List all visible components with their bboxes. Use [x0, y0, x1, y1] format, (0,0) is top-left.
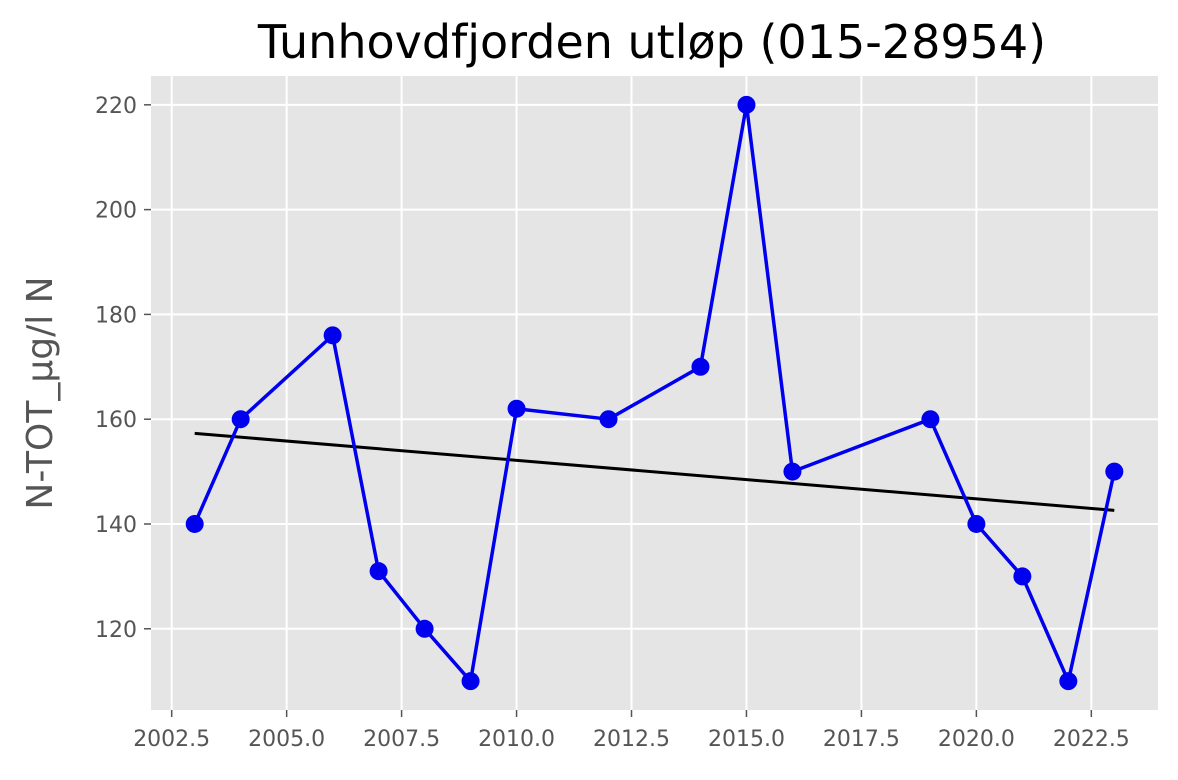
y-tick-label: 140 [95, 513, 137, 538]
x-tick-label: 2015.0 [708, 727, 785, 752]
chart-title: Tunhovdfjorden utløp (015-28954) [257, 15, 1046, 69]
data-point [921, 410, 940, 429]
trendline [194, 431, 1115, 512]
data-point [415, 619, 434, 638]
y-tick-label: 200 [95, 199, 137, 224]
data-point [231, 410, 250, 429]
data-point [967, 514, 986, 533]
series-layer [185, 95, 1124, 691]
x-tick-label: 2020.0 [938, 727, 1015, 752]
y-tick-label: 160 [95, 408, 137, 433]
data-point [1013, 567, 1032, 586]
data-point [507, 399, 526, 418]
x-tick-label: 2010.0 [478, 727, 555, 752]
trendline-layer [194, 431, 1115, 512]
data-point [369, 562, 388, 581]
y-tick-label: 220 [95, 94, 137, 119]
data-point [737, 95, 756, 114]
data-point [783, 462, 802, 481]
y-tick-label: 180 [95, 303, 137, 328]
y-axis-label: N-TOT_µg/l N [20, 276, 61, 509]
x-tick-label: 2022.5 [1053, 727, 1130, 752]
x-tick-label: 2002.5 [133, 727, 210, 752]
data-point [599, 410, 618, 429]
series-line [193, 103, 1117, 683]
data-point [1105, 462, 1124, 481]
axis-ticks: 2002.5 2005.0 2007.5 2010.0 2012.5 2015.0 2017… [95, 94, 1130, 752]
data-point [323, 326, 342, 345]
data-point [691, 357, 710, 376]
grid [151, 76, 1158, 710]
data-point [461, 672, 480, 691]
x-tick-label: 2005.0 [248, 727, 325, 752]
data-point [1059, 672, 1078, 691]
x-tick-label: 2017.5 [823, 727, 900, 752]
x-tick-label: 2007.5 [363, 727, 440, 752]
y-tick-label: 120 [95, 618, 137, 643]
x-tick-label: 2012.5 [593, 727, 670, 752]
data-point [185, 514, 204, 533]
